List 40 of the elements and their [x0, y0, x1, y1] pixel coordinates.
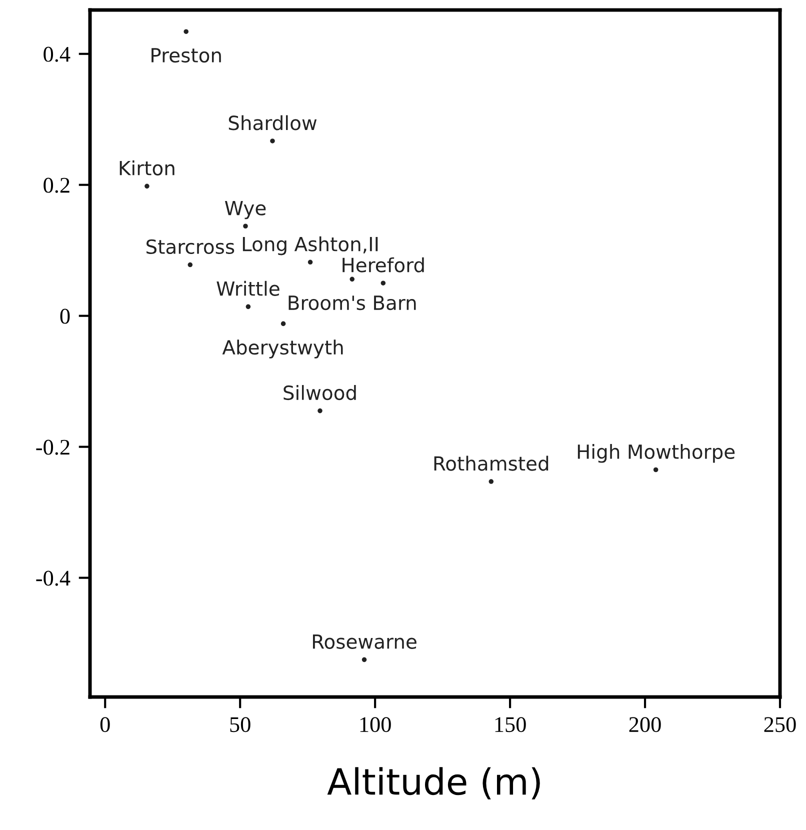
data-label: High Mowthorpe — [578, 444, 735, 463]
point — [144, 184, 150, 189]
x-axis-title: Altitude (m) — [327, 767, 540, 800]
data-label: Broom's Barn — [288, 296, 416, 310]
point — [362, 657, 367, 662]
x-tick-label: 200 — [629, 717, 661, 732]
data-label: Hereford — [342, 257, 424, 272]
x-tick-label: 50 — [230, 717, 250, 732]
x-tick-label: 100 — [360, 717, 391, 732]
data-label: Shardlow — [228, 115, 317, 130]
point — [243, 224, 248, 229]
point — [308, 260, 313, 265]
point — [184, 29, 188, 34]
y-tick-label: -0.2 — [36, 440, 70, 455]
data-label: Preston — [152, 48, 221, 63]
point — [270, 138, 275, 144]
data-label: Silwood — [284, 385, 356, 400]
data-label: Writtle — [216, 280, 280, 296]
point — [653, 467, 658, 472]
point — [488, 479, 494, 484]
x-tick-label: 250 — [764, 717, 796, 732]
point — [188, 262, 193, 268]
y-tick-label: -0.4 — [36, 570, 70, 586]
point — [380, 280, 386, 286]
y-tick-label: 0.4 — [44, 46, 70, 62]
x-tick-label: 150 — [495, 717, 526, 732]
point — [280, 321, 286, 326]
data-label: Starcross — [146, 239, 234, 254]
data-label: Long Ashton,II — [242, 236, 378, 256]
point — [246, 304, 251, 310]
point — [318, 408, 322, 414]
data-label: Aberystwyth — [222, 340, 343, 358]
data-label: Rothamsted — [434, 456, 548, 471]
x-tick-label: 0 — [100, 717, 110, 732]
data-label: Wye — [224, 200, 266, 220]
data-label: Kirton — [120, 160, 174, 176]
point — [350, 276, 355, 282]
y-tick-label: 0 — [60, 308, 70, 324]
data-label: Rosewarne — [312, 634, 416, 649]
y-tick-label: 0.2 — [44, 178, 70, 193]
